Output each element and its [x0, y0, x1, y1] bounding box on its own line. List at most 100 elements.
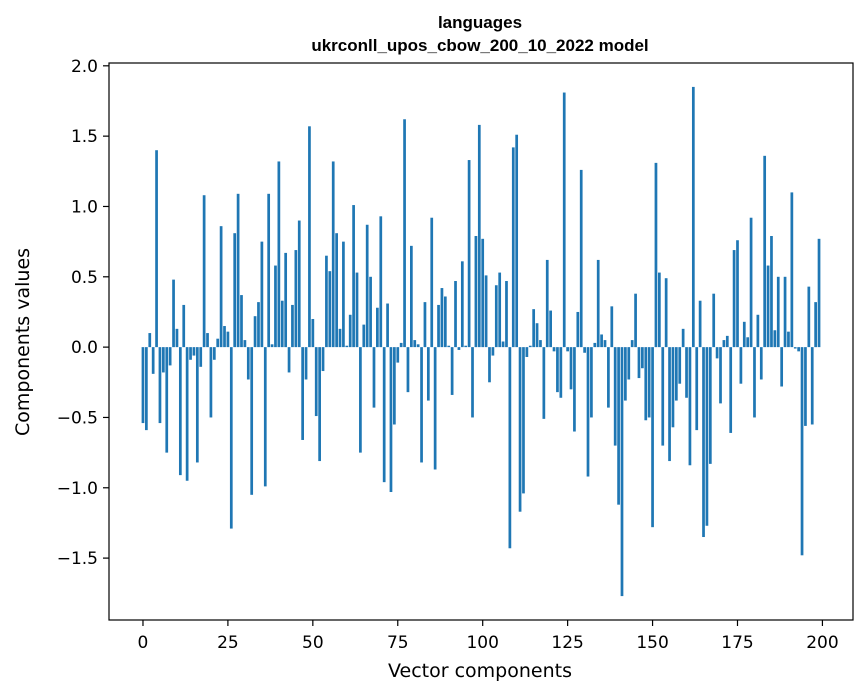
bar: [318, 347, 321, 462]
bar: [590, 347, 593, 418]
bar: [162, 347, 165, 373]
bar: [579, 169, 583, 348]
bar: [505, 281, 508, 348]
bar: [603, 340, 607, 348]
bar: [651, 347, 654, 528]
bar: [783, 276, 787, 348]
bar: [654, 162, 658, 348]
bar: [552, 347, 556, 352]
bar: [457, 347, 461, 350]
bar: [549, 310, 552, 348]
bar: [664, 278, 668, 348]
bar: [396, 347, 400, 363]
bar: [145, 347, 148, 431]
bar: [800, 347, 804, 556]
bar: [416, 344, 420, 348]
bar: [304, 347, 308, 380]
bar: [511, 147, 515, 348]
bar: [617, 347, 620, 505]
bar: [481, 238, 485, 348]
bar: [240, 295, 243, 348]
bar: [369, 276, 372, 348]
bar: [223, 326, 226, 348]
bar: [576, 311, 580, 348]
bar: [403, 119, 406, 348]
bar: [328, 271, 332, 348]
bar: [172, 279, 175, 348]
bar: [335, 233, 338, 348]
bar: [352, 205, 355, 348]
plot-frame: [108, 62, 854, 621]
bar: [780, 347, 784, 387]
x-tick-label: 75: [387, 633, 409, 653]
bar: [688, 347, 692, 466]
bar: [379, 216, 383, 348]
bar: [287, 347, 291, 373]
bar: [229, 347, 233, 529]
bar: [498, 272, 502, 348]
bar: [430, 217, 434, 348]
bar: [756, 314, 760, 348]
bar: [658, 272, 661, 348]
bar: [280, 300, 284, 348]
bar: [423, 302, 427, 348]
bar: [443, 296, 447, 348]
bar: [437, 304, 440, 348]
bar: [556, 347, 559, 393]
bar: [311, 318, 315, 348]
bar: [532, 309, 536, 348]
bar: [274, 265, 277, 348]
bar: [685, 347, 688, 398]
bar: [267, 193, 271, 348]
bar: [525, 347, 529, 357]
bar: [644, 347, 648, 421]
bar: [182, 304, 186, 348]
y-tick-label: 1.0: [71, 197, 98, 217]
bar: [175, 328, 179, 348]
bar: [243, 340, 247, 348]
bar: [325, 255, 328, 348]
y-tick-label: 1.5: [71, 127, 98, 147]
x-tick-label: 50: [302, 633, 324, 653]
bar: [233, 233, 237, 348]
bar: [559, 347, 563, 398]
bar: [226, 331, 230, 348]
bar: [321, 347, 325, 372]
bar: [698, 300, 702, 348]
bar: [814, 302, 817, 348]
bar: [545, 259, 549, 348]
bar: [477, 124, 481, 348]
bar-series: [141, 86, 821, 597]
bar: [573, 347, 576, 432]
bar: [386, 303, 389, 348]
bar: [399, 342, 403, 348]
bar: [202, 195, 206, 348]
bar: [522, 347, 525, 494]
bar: [562, 92, 566, 348]
bar: [246, 347, 250, 380]
bar: [471, 347, 474, 418]
bar: [797, 347, 800, 352]
x-tick-label: 125: [551, 633, 583, 653]
bar: [515, 134, 519, 348]
bar: [491, 347, 495, 356]
bar: [539, 340, 542, 348]
bar: [647, 347, 651, 418]
bar: [168, 347, 172, 366]
bar: [736, 240, 739, 348]
bar: [450, 347, 454, 395]
bar: [770, 236, 773, 348]
y-tick-label: 0.0: [71, 338, 98, 358]
x-tick-label: 25: [217, 633, 239, 653]
bar: [447, 345, 451, 348]
bar: [342, 241, 345, 348]
bar: [739, 347, 743, 384]
bar: [641, 347, 644, 369]
bar: [569, 347, 573, 390]
bar: [474, 236, 478, 348]
bar: [250, 347, 254, 495]
bar: [195, 347, 199, 463]
bar: [671, 347, 675, 428]
bar: [732, 250, 736, 348]
